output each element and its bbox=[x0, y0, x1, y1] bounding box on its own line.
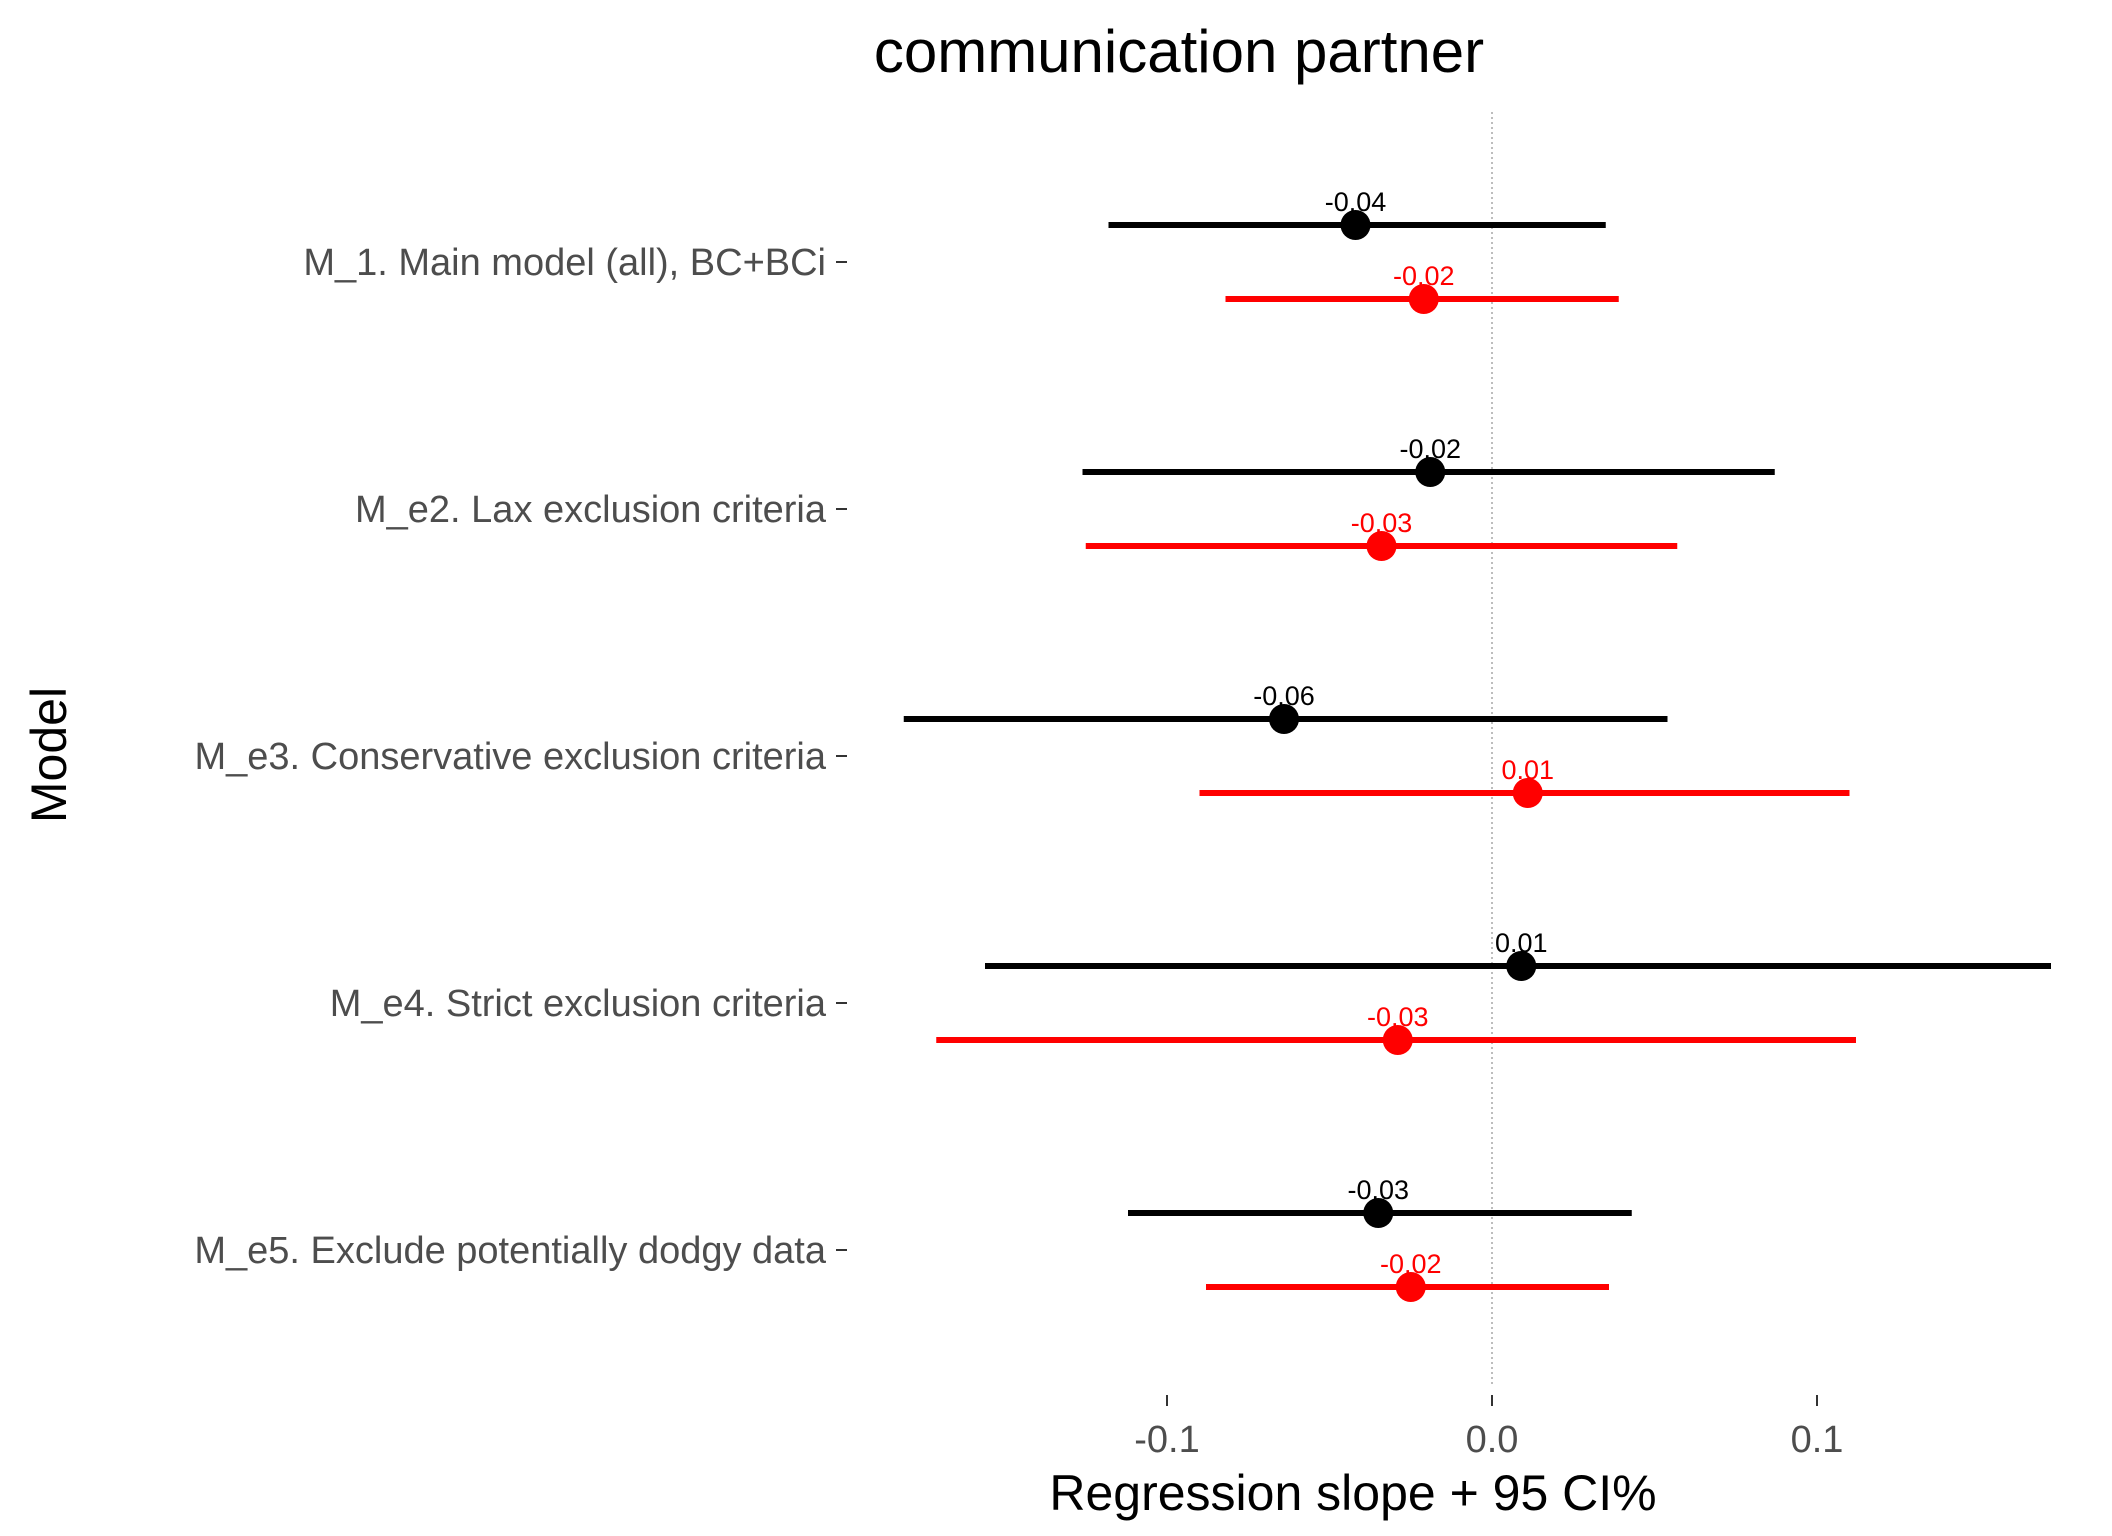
y-tick-label: M_1. Main model (all), BC+BCi bbox=[303, 242, 826, 284]
estimate-point bbox=[1415, 457, 1446, 487]
estimate-label: -0.03 bbox=[1367, 1002, 1429, 1032]
x-tick-label: 0.1 bbox=[1791, 1419, 1844, 1461]
estimate-label: -0.03 bbox=[1351, 508, 1413, 538]
y-axis-title: Model bbox=[21, 687, 77, 823]
estimate-point bbox=[1408, 284, 1439, 314]
estimate-label: 0.01 bbox=[1495, 928, 1548, 958]
y-tick-label: M_e5. Exclude potentially dodgy data bbox=[194, 1230, 827, 1272]
y-tick-label: M_e3. Conservative exclusion criteria bbox=[195, 736, 827, 778]
plot-area: M_1. Main model (all), BC+BCi M_e2. Lax e… bbox=[194, 112, 2051, 1461]
estimate-label: -0.03 bbox=[1347, 1175, 1409, 1205]
x-tick-label: 0.0 bbox=[1466, 1419, 1519, 1461]
estimate-label: -0.02 bbox=[1399, 434, 1461, 464]
estimate-point bbox=[1512, 778, 1543, 808]
estimate-label: -0.02 bbox=[1380, 1249, 1442, 1279]
estimate-label: -0.04 bbox=[1325, 187, 1387, 217]
y-tick-label: M_e4. Strict exclusion criteria bbox=[330, 983, 827, 1025]
estimate-point bbox=[1506, 951, 1537, 981]
estimate-label: -0.06 bbox=[1253, 681, 1315, 711]
chart-title: communication partner bbox=[874, 18, 1484, 85]
estimate-point bbox=[1340, 210, 1371, 240]
estimate-point bbox=[1395, 1272, 1426, 1302]
y-tick-label: M_e2. Lax exclusion criteria bbox=[355, 489, 827, 531]
estimate-point bbox=[1363, 1198, 1394, 1228]
x-tick-label: -0.1 bbox=[1134, 1419, 1199, 1461]
estimate-point bbox=[1366, 531, 1397, 561]
estimate-label: 0.01 bbox=[1501, 755, 1554, 785]
estimate-point bbox=[1269, 704, 1299, 734]
estimate-label: -0.02 bbox=[1393, 261, 1455, 291]
x-axis-title: Regression slope + 95 CI% bbox=[1049, 1465, 1656, 1521]
estimate-point bbox=[1382, 1025, 1413, 1055]
